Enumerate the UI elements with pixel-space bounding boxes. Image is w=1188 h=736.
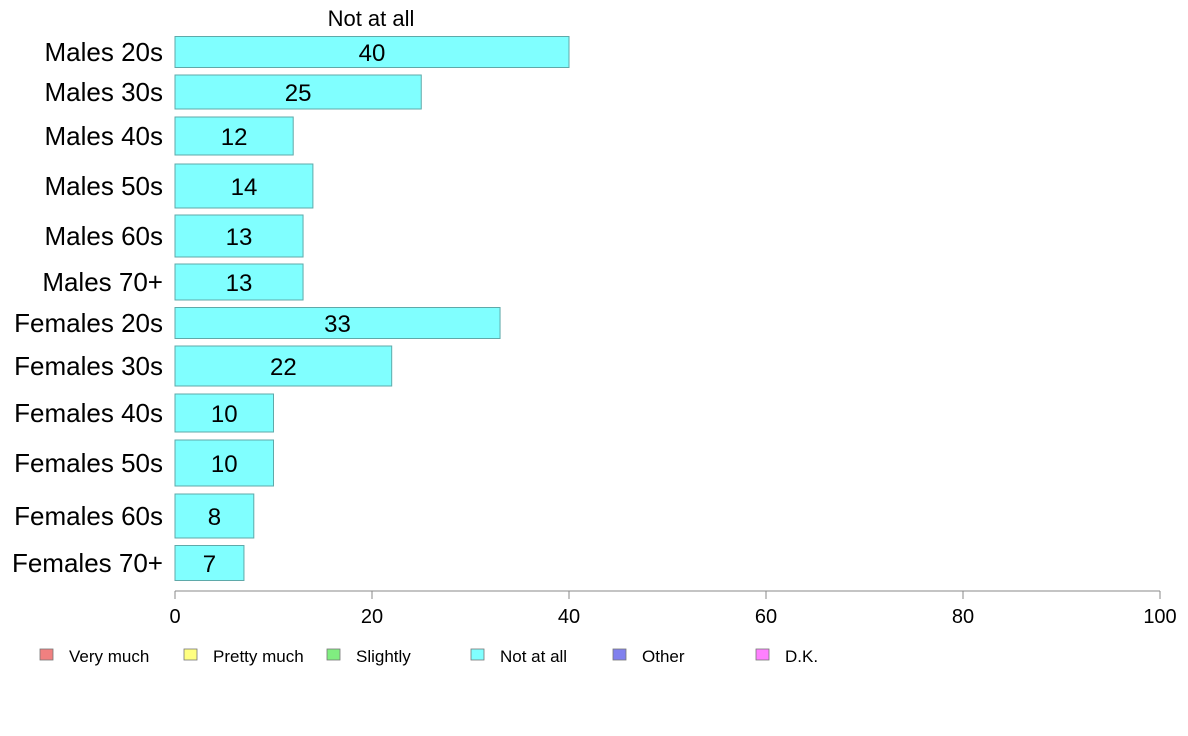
legend-label: Pretty much [213, 647, 304, 666]
category-label: Females 20s [14, 308, 163, 338]
category-label: Males 70+ [42, 267, 163, 297]
x-tick-label: 100 [1143, 606, 1176, 628]
bar [174, 163, 314, 209]
bar [174, 393, 274, 433]
category-label: Males 20s [45, 37, 164, 67]
legend-label: Very much [69, 647, 149, 666]
bar [174, 214, 304, 258]
category-label: Males 30s [45, 77, 164, 107]
data-label: 40 [359, 40, 386, 67]
data-label: 13 [226, 270, 253, 297]
x-tick-label: 40 [558, 606, 580, 628]
category-label: Females 30s [14, 351, 163, 381]
data-label: 12 [221, 124, 248, 151]
data-label: 10 [211, 401, 238, 428]
category-label: Females 40s [14, 398, 163, 428]
data-label: 14 [231, 174, 258, 201]
legend-swatch [470, 648, 485, 661]
bar [174, 345, 393, 387]
legend-swatch [39, 648, 54, 661]
data-label: 13 [226, 224, 253, 251]
panel-title: Not at all [328, 6, 415, 31]
x-tick-label: 20 [361, 606, 383, 628]
category-label: Males 60s [45, 221, 164, 251]
bar [174, 307, 501, 339]
bar [174, 36, 570, 68]
legend-swatch [183, 648, 198, 661]
legend: Very much Pretty much Slightly Not at all Ot… [39, 647, 818, 666]
data-label: 22 [270, 354, 297, 381]
bar [174, 439, 274, 487]
legend-swatch [326, 648, 341, 661]
data-label: 7 [203, 551, 216, 578]
legend-label: D.K. [785, 647, 818, 666]
bars-group: Males 20s 40 Males 30s 25 Males 40s 12 Males 5… [12, 36, 570, 581]
data-label: 8 [208, 504, 221, 531]
x-tick-label: 60 [755, 606, 777, 628]
legend-label: Not at all [500, 647, 567, 666]
legend-swatch [755, 648, 770, 661]
category-label: Females 70+ [12, 548, 163, 578]
x-tick-label: 0 [169, 606, 180, 628]
bar [174, 74, 422, 110]
category-label: Males 50s [45, 171, 164, 201]
x-tick-label: 80 [952, 606, 974, 628]
bar [174, 545, 245, 581]
bar [174, 263, 304, 301]
bar [174, 116, 294, 156]
category-label: Females 50s [14, 448, 163, 478]
bar [174, 493, 255, 539]
legend-swatch [612, 648, 627, 661]
legend-label: Slightly [356, 647, 411, 666]
legend-label: Other [642, 647, 685, 666]
x-axis: 0 20 40 60 80 100 [169, 590, 1177, 628]
data-label: 25 [285, 80, 312, 107]
data-label: 33 [324, 311, 351, 338]
data-label: 10 [211, 451, 238, 478]
category-label: Females 60s [14, 501, 163, 531]
category-label: Males 40s [45, 121, 164, 151]
